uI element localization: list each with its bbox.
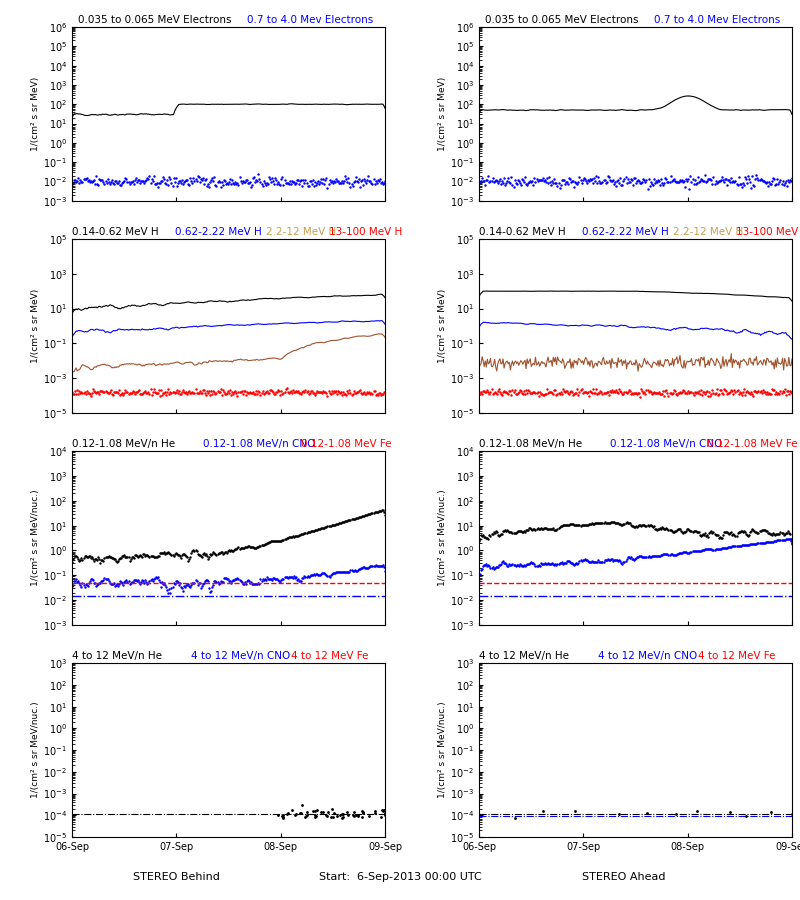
Text: 0.12-1.08 MeV/n CNO: 0.12-1.08 MeV/n CNO	[610, 439, 723, 449]
Text: 4 to 12 MeV Fe: 4 to 12 MeV Fe	[291, 652, 369, 662]
Text: 0.035 to 0.065 MeV Electrons: 0.035 to 0.065 MeV Electrons	[486, 15, 638, 25]
Text: 0.14-0.62 MeV H: 0.14-0.62 MeV H	[72, 228, 158, 238]
Text: 2.2-12 MeV H: 2.2-12 MeV H	[673, 228, 743, 238]
Y-axis label: 1/(cm² s sr MeV): 1/(cm² s sr MeV)	[31, 289, 40, 363]
Y-axis label: 1/(cm² s sr MeV/nuc.): 1/(cm² s sr MeV/nuc.)	[438, 702, 447, 798]
Text: 0.12-1.08 MeV/n CNO: 0.12-1.08 MeV/n CNO	[203, 439, 316, 449]
Text: STEREO Ahead: STEREO Ahead	[582, 872, 666, 882]
Text: 4 to 12 MeV/n CNO: 4 to 12 MeV/n CNO	[598, 652, 697, 662]
Y-axis label: 1/(cm² s sr MeV): 1/(cm² s sr MeV)	[31, 76, 40, 151]
Y-axis label: 1/(cm² s sr MeV/nuc.): 1/(cm² s sr MeV/nuc.)	[31, 490, 40, 586]
Y-axis label: 1/(cm² s sr MeV): 1/(cm² s sr MeV)	[438, 76, 447, 151]
Y-axis label: 1/(cm² s sr MeV/nuc.): 1/(cm² s sr MeV/nuc.)	[438, 490, 447, 586]
Text: 4 to 12 MeV Fe: 4 to 12 MeV Fe	[698, 652, 775, 662]
Text: STEREO Behind: STEREO Behind	[133, 872, 219, 882]
Text: 0.12-1.08 MeV Fe: 0.12-1.08 MeV Fe	[301, 439, 391, 449]
Y-axis label: 1/(cm² s sr MeV/nuc.): 1/(cm² s sr MeV/nuc.)	[31, 702, 40, 798]
Text: 0.12-1.08 MeV/n He: 0.12-1.08 MeV/n He	[72, 439, 175, 449]
Text: 0.7 to 4.0 Mev Electrons: 0.7 to 4.0 Mev Electrons	[654, 15, 781, 25]
Text: 13-100 MeV H: 13-100 MeV H	[736, 228, 800, 238]
Text: Start:  6-Sep-2013 00:00 UTC: Start: 6-Sep-2013 00:00 UTC	[318, 872, 482, 882]
Text: 4 to 12 MeV/n He: 4 to 12 MeV/n He	[72, 652, 162, 662]
Text: 4 to 12 MeV/n CNO: 4 to 12 MeV/n CNO	[191, 652, 290, 662]
Text: 0.12-1.08 MeV/n He: 0.12-1.08 MeV/n He	[479, 439, 582, 449]
Y-axis label: 1/(cm² s sr MeV): 1/(cm² s sr MeV)	[438, 289, 447, 363]
Text: 0.12-1.08 MeV Fe: 0.12-1.08 MeV Fe	[707, 439, 798, 449]
Text: 0.62-2.22 MeV H: 0.62-2.22 MeV H	[175, 228, 262, 238]
Text: 4 to 12 MeV/n He: 4 to 12 MeV/n He	[479, 652, 569, 662]
Text: 0.62-2.22 MeV H: 0.62-2.22 MeV H	[582, 228, 669, 238]
Text: 0.14-0.62 MeV H: 0.14-0.62 MeV H	[479, 228, 566, 238]
Text: 2.2-12 MeV H: 2.2-12 MeV H	[266, 228, 336, 238]
Text: 0.7 to 4.0 Mev Electrons: 0.7 to 4.0 Mev Electrons	[247, 15, 374, 25]
Text: 0.035 to 0.065 MeV Electrons: 0.035 to 0.065 MeV Electrons	[78, 15, 232, 25]
Text: 13-100 MeV H: 13-100 MeV H	[329, 228, 402, 238]
